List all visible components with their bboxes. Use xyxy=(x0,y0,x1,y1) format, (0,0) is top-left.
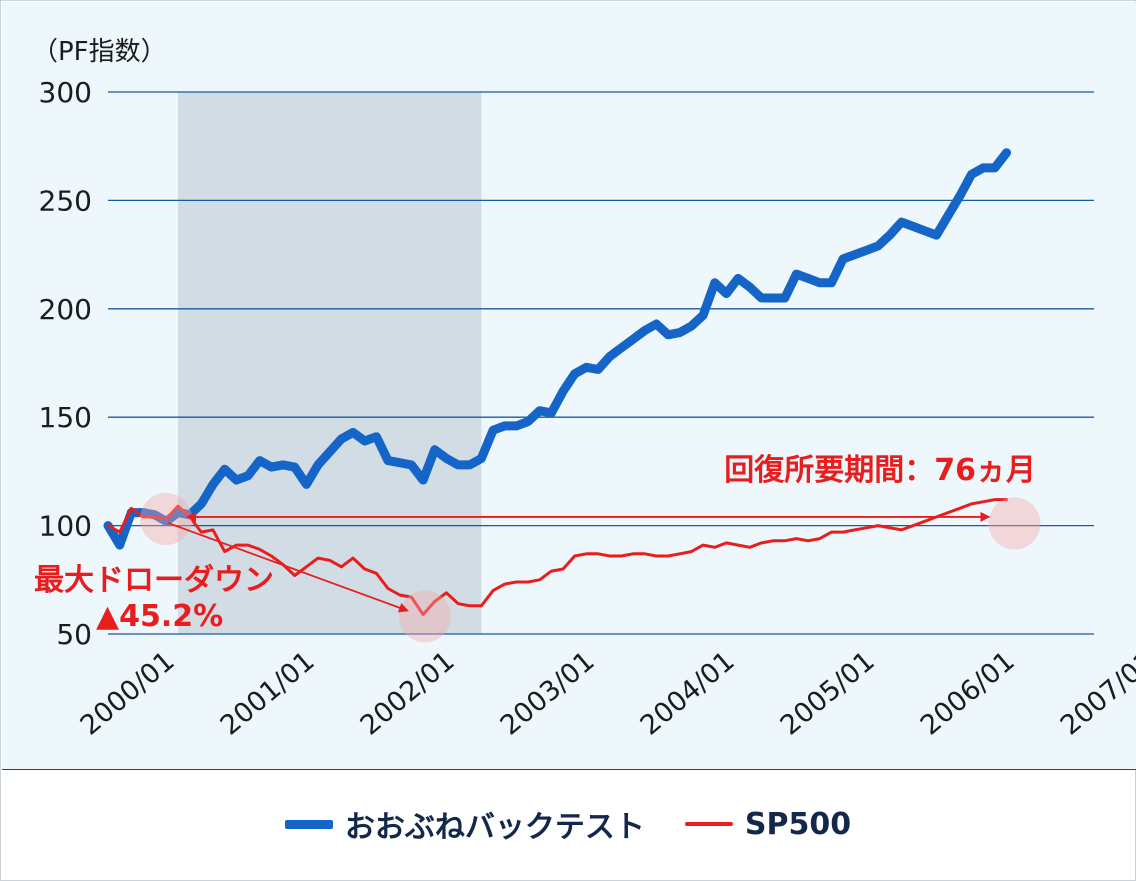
y-tick-label: 150 xyxy=(39,401,92,434)
x-tick-label: 2003/01 xyxy=(495,646,601,742)
legend-swatch-blue xyxy=(284,819,333,829)
series-line-oobune xyxy=(103,148,1011,550)
recovery-label: 回復所要期間：76ヵ月 xyxy=(724,453,1036,488)
shaded-period xyxy=(178,92,482,634)
recovery-highlight-circle xyxy=(988,497,1041,550)
x-tick-label: 2000/01 xyxy=(75,646,181,742)
trough-highlight-circle xyxy=(399,590,452,643)
x-tick-label: 2006/01 xyxy=(915,646,1021,742)
drawdown-label: 最大ドローダウン xyxy=(34,563,274,598)
y-tick-label: 50 xyxy=(56,618,92,651)
legend-label-oobune: おおぶねバックテスト xyxy=(344,810,645,845)
y-tick-label: 200 xyxy=(39,293,92,326)
y-tick-label: 300 xyxy=(39,76,92,109)
y-axis-unit-label: （PF指数） xyxy=(32,37,167,67)
drawdown-value: ▲45.2% xyxy=(96,599,223,634)
legend-label-sp500: SP500 xyxy=(744,806,852,842)
y-tick-label: 100 xyxy=(39,510,92,543)
legend-item-oobune: おおぶねバックテスト xyxy=(284,802,645,846)
line-chart: 300 250 200 150 100 50 2000/01 2001/01 2002/01 2… xyxy=(32,37,1136,742)
peak-highlight-circle xyxy=(140,492,193,545)
legend-item-sp500: SP500 xyxy=(684,806,852,842)
legend-swatch-red xyxy=(684,822,733,826)
x-tick-label: 2002/01 xyxy=(355,646,461,742)
x-tick-label: 2007/01 xyxy=(1055,646,1136,742)
legend: おおぶねバックテスト SP500 xyxy=(0,800,1136,848)
plot-panel: 300 250 200 150 100 50 2000/01 2001/01 2002/01 2… xyxy=(2,2,1136,770)
drawdown-arrow xyxy=(167,522,409,613)
x-tick-label: 2005/01 xyxy=(775,646,881,742)
x-tick-label: 2004/01 xyxy=(635,646,741,742)
x-tick-label: 2001/01 xyxy=(215,646,321,742)
y-tick-label: 250 xyxy=(39,184,92,217)
series-line-sp500 xyxy=(106,498,1008,616)
